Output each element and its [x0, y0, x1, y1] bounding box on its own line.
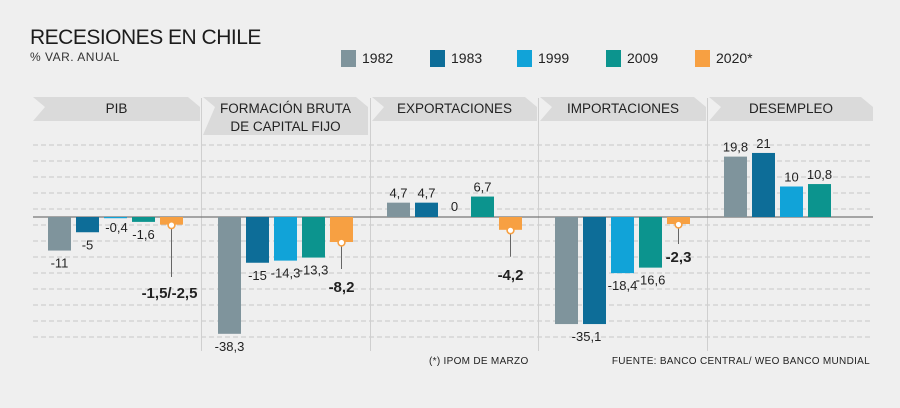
bar-1982	[48, 217, 71, 251]
bar-1983	[583, 217, 606, 325]
legend-item-2009: 2009	[606, 49, 658, 67]
legend-label: 1983	[451, 50, 483, 66]
data-label: 0	[451, 199, 458, 214]
data-label: -35,1	[572, 329, 602, 344]
legend-label: 1982	[362, 50, 394, 66]
forecast-marker	[167, 220, 176, 230]
data-label: -1,6	[132, 227, 154, 242]
legend-label: 1999	[538, 50, 570, 66]
legend: 1982 1983 1999 2009 2020*	[0, 0, 900, 80]
panel-header	[372, 97, 537, 121]
panel-header	[33, 97, 200, 121]
legend-item-1999: 1999	[517, 49, 569, 67]
data-label: -5	[82, 237, 94, 252]
data-label: 10,8	[807, 167, 832, 182]
bar-1983	[246, 217, 269, 263]
data-label: -14,3	[271, 266, 301, 281]
data-label: -11	[51, 256, 69, 271]
legend-swatch	[341, 49, 356, 67]
bar-2009	[302, 217, 325, 258]
data-label: -15	[248, 268, 267, 283]
bar-1982	[555, 217, 578, 325]
bar-2009	[639, 217, 662, 268]
forecast-marker	[506, 226, 515, 235]
data-label: -2,3	[666, 249, 692, 266]
data-label: 19,8	[723, 140, 748, 155]
bar-1999	[274, 217, 297, 261]
data-label: 21	[756, 136, 770, 151]
legend-item-1983: 1983	[430, 49, 482, 67]
bar-2020	[499, 217, 522, 230]
bar-2020	[160, 217, 183, 225]
panel-header	[203, 97, 368, 135]
bar-1983	[76, 217, 99, 233]
legend-swatch	[606, 49, 621, 67]
data-label: 10	[784, 170, 798, 185]
legend-swatch	[430, 49, 445, 67]
data-label: -4,2	[498, 267, 524, 284]
legend-swatch	[517, 49, 532, 67]
bar-1983	[752, 152, 775, 217]
data-label: 6,7	[473, 180, 491, 195]
bar-1999	[104, 217, 127, 219]
source-note: FUENTE: BANCO CENTRAL/ WEO BANCO MUNDIAL	[611, 356, 870, 367]
bar-1982	[724, 156, 747, 217]
data-label: -16,6	[636, 273, 666, 288]
panel-title: IMPORTACIONES	[567, 101, 679, 116]
bar-1999	[611, 217, 634, 274]
panel-title: DESEMPLEO	[749, 101, 833, 116]
legend-label: 2009	[627, 50, 659, 66]
panel-header	[709, 97, 873, 121]
panel-header	[540, 97, 706, 121]
footnote: (*) IPOM DE MARZO	[429, 356, 529, 367]
chart-title: RECESIONES EN CHILE	[30, 26, 261, 49]
panel-title: DE CAPITAL FIJO	[230, 119, 340, 134]
bar-2009	[808, 184, 831, 217]
bar-2009	[471, 196, 494, 217]
bar-1983	[415, 202, 438, 217]
forecast-marker	[337, 238, 346, 247]
bar-1999	[780, 186, 803, 217]
panel-title: PIB	[106, 101, 128, 116]
data-label: 4,7	[417, 186, 435, 201]
forecast-marker	[674, 220, 683, 229]
bar-1982	[218, 217, 241, 334]
legend-item-1982: 1982	[341, 49, 393, 67]
panel-title: EXPORTACIONES	[397, 101, 512, 116]
legend-item-2020: 2020*	[695, 49, 753, 67]
bar-1982	[387, 202, 410, 217]
data-label: -18,4	[608, 278, 638, 293]
data-label: -38,3	[215, 339, 245, 354]
legend-swatch	[695, 49, 710, 67]
data-label: 4,7	[389, 186, 407, 201]
data-label: -13,3	[299, 263, 329, 278]
data-label: -8,2	[329, 279, 355, 296]
legend-label: 2020*	[716, 50, 753, 66]
data-label: -0,4	[105, 220, 127, 235]
chart-subtitle: % VAR. ANUAL	[30, 50, 120, 64]
panel-title: FORMACIÓN BRUTA	[220, 101, 351, 116]
bar-2020	[330, 217, 353, 243]
data-label: -1,5/-2,5	[142, 285, 198, 302]
bar-2009	[132, 217, 155, 222]
